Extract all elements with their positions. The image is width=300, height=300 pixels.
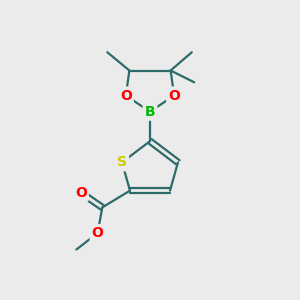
Text: O: O	[168, 88, 180, 103]
Text: S: S	[117, 155, 127, 170]
Text: B: B	[145, 105, 155, 119]
Text: O: O	[92, 226, 103, 240]
Text: O: O	[120, 88, 132, 103]
Text: O: O	[75, 186, 87, 200]
